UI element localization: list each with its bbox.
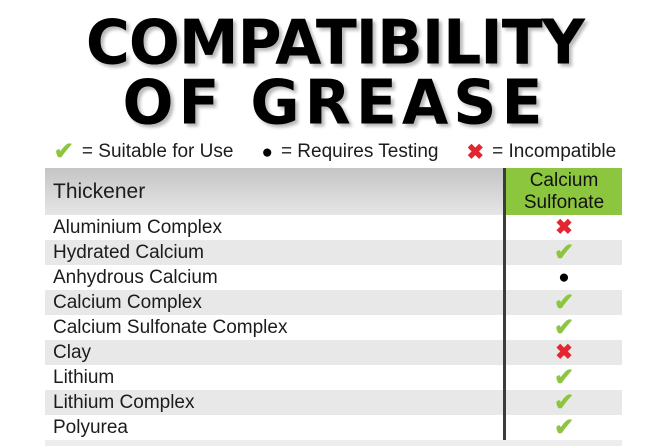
legend-item-suitable: ✔ = Suitable for Use: [54, 140, 234, 164]
cutoff-row: [45, 440, 622, 446]
legend-item-incompatible: ✖ = Incompatible: [467, 141, 617, 163]
check-icon: ✔: [553, 288, 575, 316]
table-row: Aluminium Complex ✖: [45, 215, 622, 240]
thickener-name: Lithium Complex: [53, 391, 195, 413]
circle-icon: ●: [558, 267, 570, 288]
table-row: Calcium Sulfonate Complex ✔: [45, 315, 622, 340]
legend-label-requires-testing: = Requires Testing: [280, 141, 439, 162]
page-title: COMPATIBILITY OF GREASE: [0, 7, 670, 139]
table-row: Polyurea ✔: [45, 415, 622, 440]
circle-icon: ●: [261, 141, 273, 163]
thickener-name: Calcium Sulfonate Complex: [53, 316, 288, 338]
table-row: Hydrated Calcium ✔: [45, 240, 622, 265]
thickener-name: Clay: [53, 341, 92, 363]
title-line-2: OF GREASE: [122, 67, 548, 139]
table-header-row: Thickener Calcium Sulfonate: [45, 168, 622, 215]
check-icon: ✔: [553, 238, 575, 266]
check-icon: ✔: [553, 388, 575, 416]
check-icon: ✔: [553, 313, 575, 341]
header-thickener: Thickener: [45, 168, 506, 215]
thickener-name: Polyurea: [53, 416, 128, 438]
cross-icon: ✖: [466, 140, 485, 164]
check-icon: ✔: [53, 138, 74, 165]
table-row: Clay ✖: [45, 340, 622, 365]
legend-label-incompatible: = Incompatible: [492, 141, 617, 162]
check-icon: ✔: [553, 413, 575, 441]
column-divider-line: [503, 168, 506, 440]
incompatible-icon: ✖: [555, 216, 573, 239]
thickener-name: Lithium: [53, 366, 115, 388]
header-calcium-sulfonate: Calcium Sulfonate: [506, 168, 622, 215]
table-row: Calcium Complex ✔: [45, 290, 622, 315]
legend: ✔ = Suitable for Use ● = Requires Testin…: [0, 139, 670, 165]
table-row: Anhydrous Calcium ●: [45, 265, 622, 290]
incompatible-icon: ✖: [555, 341, 573, 364]
compatibility-table: Thickener Calcium Sulfonate Aluminium Co…: [45, 168, 622, 446]
check-icon: ✔: [553, 363, 575, 391]
thickener-name: Anhydrous Calcium: [53, 266, 218, 288]
legend-item-requires-testing: ● = Requires Testing: [261, 141, 438, 163]
table-row: Lithium ✔: [45, 365, 622, 390]
title-line-1: COMPATIBILITY: [85, 7, 585, 79]
legend-label-suitable: = Suitable for Use: [81, 141, 234, 162]
table-row: Lithium Complex ✔: [45, 390, 622, 415]
thickener-name: Calcium Complex: [53, 291, 202, 313]
thickener-name: Hydrated Calcium: [53, 241, 204, 263]
thickener-name: Aluminium Complex: [53, 216, 222, 238]
